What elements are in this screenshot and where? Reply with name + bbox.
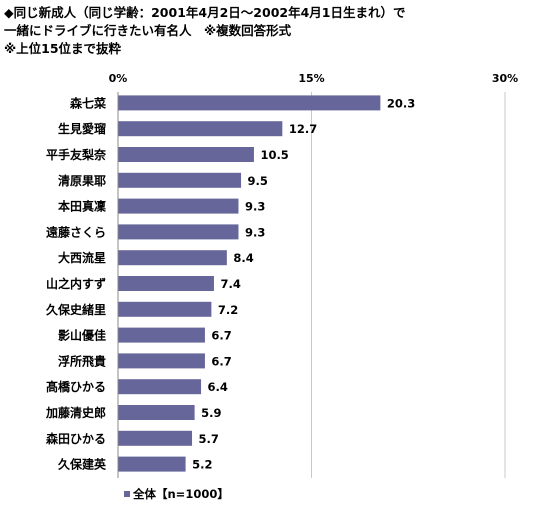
legend-swatch: [124, 490, 130, 497]
chart-title: ◆同じ新成人（同じ学齢：2001年4月2日～2002年4月1日生まれ）で 一緒に…: [4, 4, 544, 58]
value-label: 5.9: [201, 406, 221, 420]
value-label: 6.4: [208, 380, 228, 394]
bar: [118, 250, 227, 266]
bar: [118, 353, 205, 369]
legend-label: 全体【n=1000】: [133, 487, 229, 501]
category-labels: 森七菜生見愛瑠平手友梨奈清原果耶本田真凜遠藤さくら大西流星山之内すず久保史緒里影…: [45, 95, 107, 471]
category-label: 遠藤さくら: [46, 224, 106, 239]
category-label: 久保建英: [58, 457, 107, 472]
category-label: 生見愛瑠: [58, 121, 106, 136]
value-label: 6.7: [211, 329, 231, 343]
category-label: 山之内すず: [46, 276, 106, 291]
category-label: 大西流星: [58, 250, 106, 265]
x-tick-label: 0%: [109, 72, 128, 85]
x-tick-label: 30%: [492, 72, 518, 85]
value-label: 5.7: [199, 432, 219, 446]
bar: [118, 276, 214, 291]
value-label: 12.7: [289, 122, 317, 136]
category-label: 髙橋ひかる: [46, 379, 106, 394]
bar: [118, 224, 239, 240]
x-tick-label: 15%: [298, 72, 324, 85]
category-label: 森七菜: [70, 95, 106, 110]
bar: [118, 121, 283, 137]
value-label: 5.2: [192, 458, 212, 472]
value-label: 20.3: [387, 96, 415, 110]
category-label: 久保史緒里: [46, 302, 106, 317]
x-axis-ticks: 0% 15% 30%: [109, 72, 519, 85]
value-label: 7.4: [220, 277, 240, 291]
category-label: 森田ひかる: [46, 431, 106, 446]
value-labels: 20.3 12.710.5 9.5 9.3 9.3 8.4 7.4 7.2 6.7 6.7 6.4 5…: [192, 96, 415, 471]
category-label: 影山優佳: [58, 328, 106, 343]
category-label: 本田真凜: [58, 199, 106, 214]
bar: [118, 405, 195, 420]
category-label: 浮所飛貴: [58, 353, 106, 368]
category-label: 平手友梨奈: [46, 147, 107, 162]
bar: [118, 198, 239, 214]
value-label: 8.4: [233, 251, 253, 265]
bar: [118, 379, 202, 395]
category-label: 加藤清史郎: [45, 405, 106, 420]
bar: [118, 95, 381, 111]
bars: [118, 95, 381, 472]
title-line-1: ◆同じ新成人（同じ学齢：2001年4月2日～2002年4月1日生まれ）で: [4, 5, 406, 20]
bar: [118, 327, 205, 343]
value-label: 7.2: [218, 303, 238, 317]
value-label: 10.5: [260, 148, 288, 162]
category-label: 清原果耶: [58, 173, 106, 188]
bar: [118, 456, 186, 472]
bar: [118, 430, 193, 446]
title-line-2: 一緒にドライブに行きたい有名人 ※複数回答形式: [4, 23, 292, 38]
bar: [118, 172, 242, 188]
bar: [118, 301, 212, 317]
legend: 全体【n=1000】: [124, 486, 229, 502]
chart-subtitle: ※上位15位まで抜粋: [4, 41, 122, 56]
value-label: 6.7: [211, 354, 231, 368]
value-label: 9.5: [248, 174, 268, 188]
value-label: 9.3: [245, 200, 265, 214]
bar: [118, 147, 254, 162]
gridlines: [311, 92, 506, 478]
value-label: 9.3: [245, 225, 265, 239]
